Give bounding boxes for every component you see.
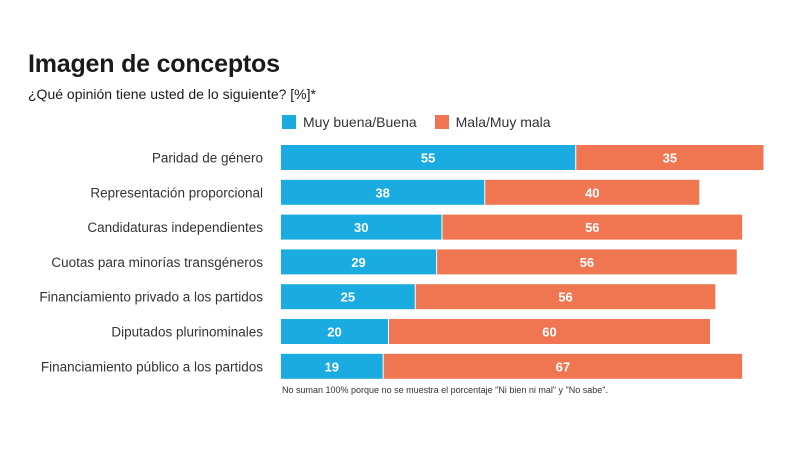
bar-negative-candidaturas-independientes bbox=[442, 214, 743, 240]
category-label-financiamiento-publico-a-los-partidos: Financiamiento público a los partidos bbox=[41, 359, 263, 374]
value-label-negative-cuotas-para-minorias-transgeneros: 56 bbox=[580, 255, 594, 270]
value-label-positive-cuotas-para-minorias-transgeneros: 29 bbox=[351, 255, 365, 270]
value-label-negative-representacion-proporcional: 40 bbox=[585, 185, 599, 200]
bar-negative-diputados-plurinominales bbox=[389, 319, 710, 344]
value-label-negative-paridad-de-genero: 35 bbox=[663, 151, 677, 166]
value-label-negative-candidaturas-independientes: 56 bbox=[585, 220, 599, 235]
bar-positive-financiamiento-publico-a-los-partidos bbox=[281, 353, 383, 379]
bar-positive-financiamiento-privado-a-los-partidos bbox=[281, 284, 415, 310]
legend-swatch-positive bbox=[282, 115, 296, 129]
bar-negative-financiamiento-publico-a-los-partidos bbox=[383, 353, 743, 379]
bar-negative-representacion-proporcional bbox=[485, 179, 700, 205]
bar-negative-financiamiento-privado-a-los-partidos bbox=[415, 284, 716, 310]
value-label-positive-financiamiento-privado-a-los-partidos: 25 bbox=[341, 290, 355, 305]
legend-label-positive: Muy buena/Buena bbox=[303, 114, 417, 130]
category-label-candidaturas-independientes: Candidaturas independientes bbox=[87, 220, 263, 235]
value-label-positive-financiamiento-publico-a-los-partidos: 19 bbox=[325, 359, 339, 374]
bar-positive-representacion-proporcional bbox=[281, 179, 485, 205]
bar-positive-diputados-plurinominales bbox=[281, 319, 388, 344]
bar-positive-paridad-de-genero bbox=[281, 145, 576, 170]
category-label-cuotas-para-minorias-transgeneros: Cuotas para minorías transgéneros bbox=[51, 255, 263, 270]
value-label-positive-paridad-de-genero: 55 bbox=[421, 151, 435, 166]
chart-subtitle: ¿Qué opinión tiene usted de lo siguiente… bbox=[28, 86, 316, 102]
chart-title: Imagen de conceptos bbox=[28, 50, 280, 78]
category-label-diputados-plurinominales: Diputados plurinominales bbox=[111, 325, 263, 340]
value-label-positive-representacion-proporcional: 38 bbox=[375, 185, 389, 200]
value-label-negative-financiamiento-privado-a-los-partidos: 56 bbox=[558, 290, 572, 305]
category-label-paridad-de-genero: Paridad de género bbox=[152, 151, 263, 166]
bar-negative-cuotas-para-minorias-transgeneros bbox=[437, 249, 737, 275]
legend-item-negative: Mala/Muy mala bbox=[434, 114, 551, 130]
value-label-negative-diputados-plurinominales: 60 bbox=[542, 325, 556, 340]
value-label-positive-diputados-plurinominales: 20 bbox=[327, 325, 341, 340]
bar-positive-candidaturas-independientes bbox=[281, 214, 442, 240]
legend-item-positive: Muy buena/Buena bbox=[282, 114, 417, 130]
chart-footnote: No suman 100% porque no se muestra el po… bbox=[282, 385, 608, 395]
bar-positive-cuotas-para-minorias-transgeneros bbox=[281, 249, 437, 275]
value-label-negative-financiamiento-publico-a-los-partidos: 67 bbox=[556, 359, 570, 374]
legend-label-negative: Mala/Muy mala bbox=[455, 114, 551, 130]
legend: Muy buena/Buena Mala/Muy mala bbox=[282, 114, 569, 130]
bar-negative-paridad-de-genero bbox=[576, 145, 764, 170]
legend-swatch-negative bbox=[434, 115, 449, 129]
category-label-representacion-proporcional: Representación proporcional bbox=[90, 185, 263, 200]
value-label-positive-candidaturas-independientes: 30 bbox=[354, 220, 368, 235]
category-label-financiamiento-privado-a-los-partidos: Financiamiento privado a los partidos bbox=[39, 290, 263, 305]
